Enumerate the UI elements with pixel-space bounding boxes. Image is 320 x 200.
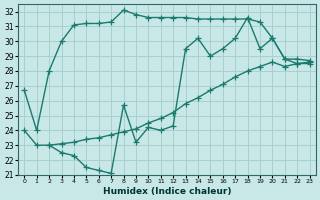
- X-axis label: Humidex (Indice chaleur): Humidex (Indice chaleur): [103, 187, 231, 196]
